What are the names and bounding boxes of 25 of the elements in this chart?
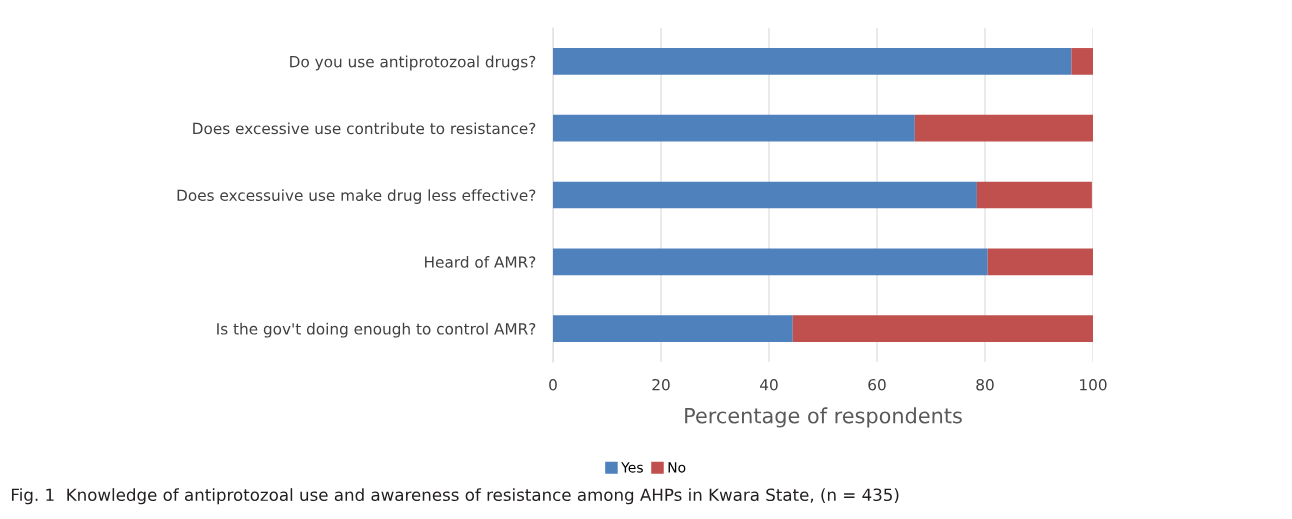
y-tick-label: Heard of AMR? [425,256,536,268]
y-tick-label: Do you use antiprotozoal drugs? [290,55,536,71]
bar [1071,48,1093,75]
bar [553,48,1072,75]
x-tick-label: 20 [652,378,670,391]
y-tick-label: Does excessive use contribute to resistance? [193,122,536,135]
bar [553,248,988,276]
bar [914,114,1093,142]
y-tick-label: Does excessuive use make drug less effective? [177,189,536,204]
x-tick-label: 40 [760,378,778,391]
bar [976,181,1092,209]
bar [553,315,793,342]
x-tick-label: 80 [976,378,994,391]
x-tick-label: 0 [549,378,557,391]
bar [987,248,1093,276]
x-axis-title: Percentage of respondents [685,407,962,428]
bar [792,315,1093,342]
y-tick-label: Is the gov't doing enough to control AMR? [217,322,536,338]
x-tick-label: 60 [868,378,886,391]
caption: Fig. 1 Knowledge of antiprotozoal use and awareness of resistance among AHPs in Kwara State, (n = 435) [11,488,899,505]
bar [553,114,915,142]
legend-label: Yes [621,462,643,473]
bar [553,181,977,209]
legend-label: No [668,462,686,473]
x-tick-label: 100 [1080,378,1107,391]
